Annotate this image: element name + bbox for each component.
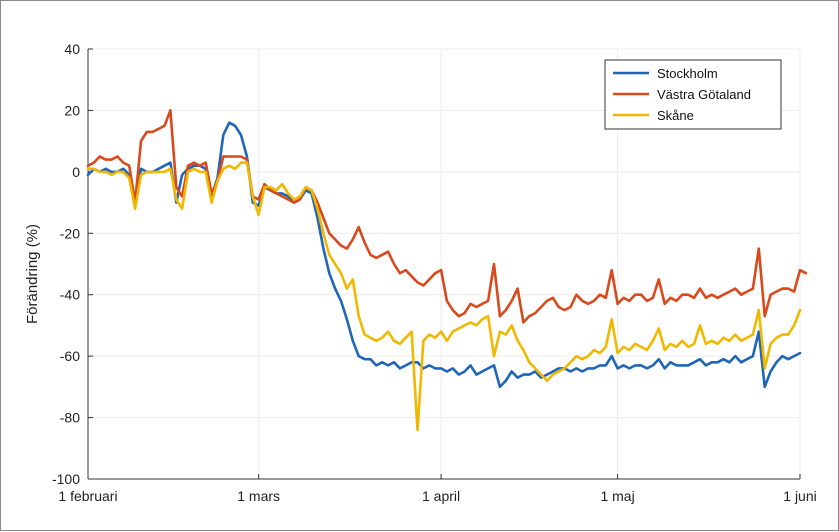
- y-tick-label: 40: [64, 41, 80, 57]
- x-tick-label: 1 juni: [783, 488, 816, 504]
- y-tick-label: 20: [64, 102, 80, 118]
- legend-label: Västra Götaland: [657, 87, 751, 102]
- x-tick-label: 1 mars: [237, 488, 280, 504]
- y-tick-label: -40: [60, 287, 80, 303]
- y-tick-label: -80: [60, 410, 80, 426]
- legend-label: Stockholm: [657, 66, 718, 81]
- legend-label: Skåne: [657, 108, 694, 123]
- legend: Stockholm Västra Götaland Skåne: [604, 59, 782, 130]
- y-tick-label: -20: [60, 225, 80, 241]
- x-tick-label: 1 februari: [58, 488, 117, 504]
- y-tick-label: -100: [52, 471, 80, 487]
- x-tick-label: 1 april: [422, 488, 460, 504]
- x-tick-label: 1 maj: [600, 488, 634, 504]
- y-axis-label: Förändring (%): [24, 224, 41, 324]
- series-lines: [86, 109, 808, 432]
- y-tick-label: 0: [72, 164, 80, 180]
- series-line-sk-ne: [86, 161, 802, 432]
- series-line-v-stra-g-taland: [86, 109, 808, 324]
- y-tick-label: -60: [60, 348, 80, 364]
